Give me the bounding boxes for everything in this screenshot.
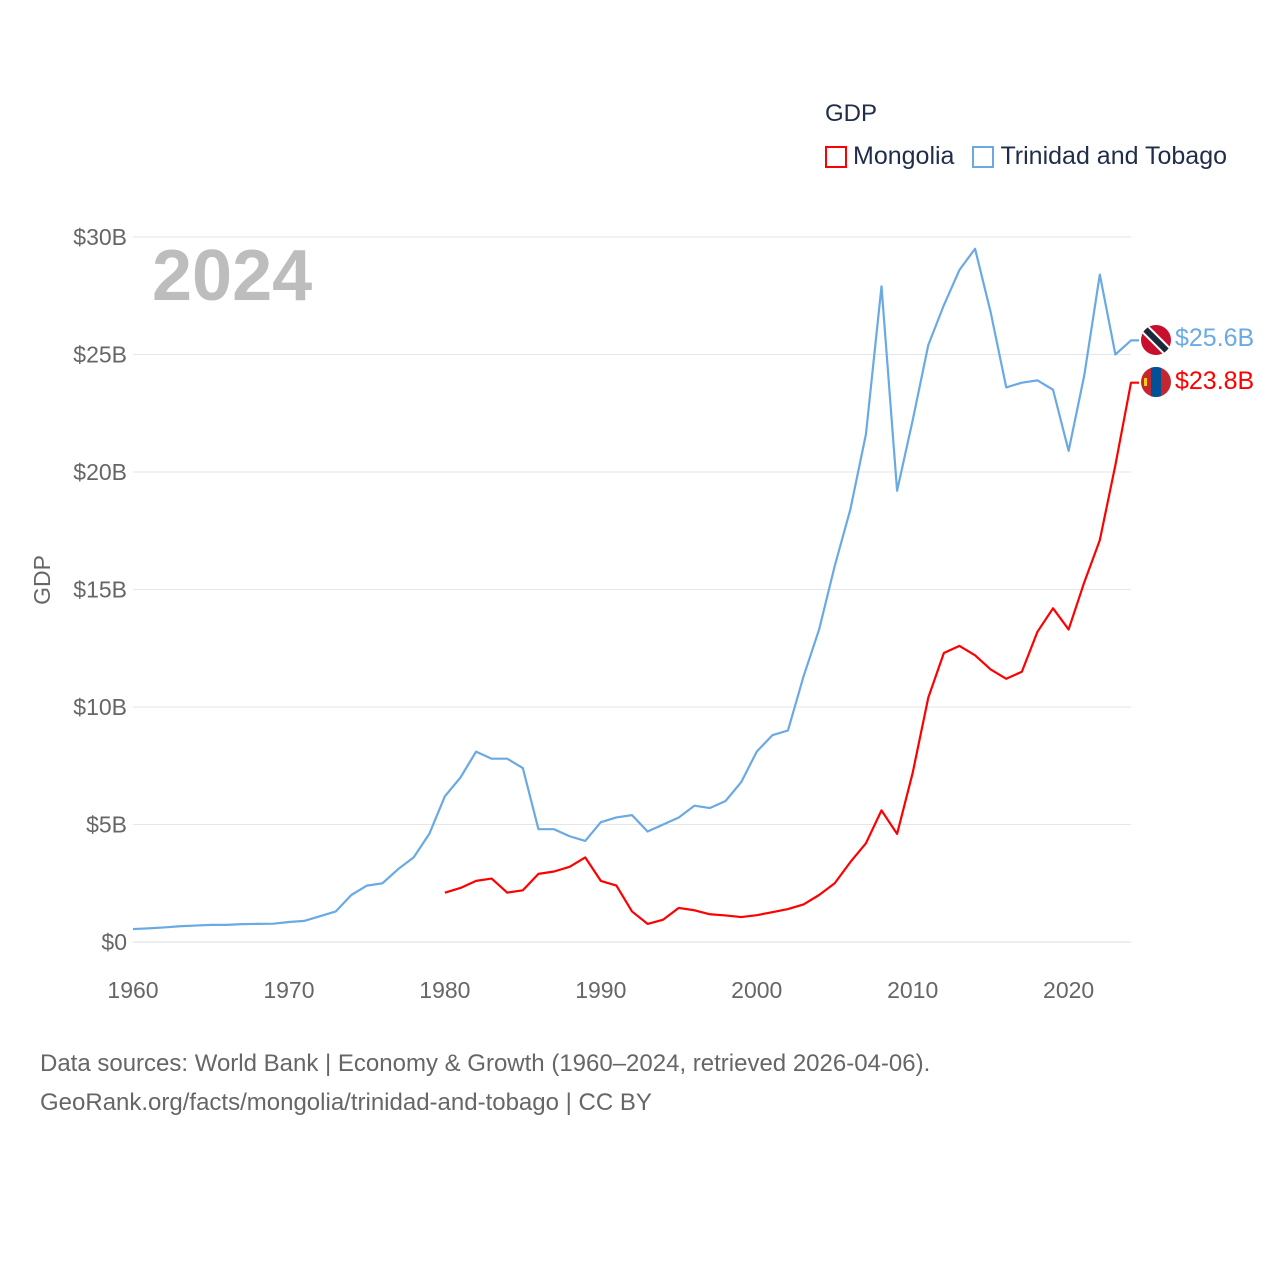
y-tick-label: $15B (73, 577, 127, 603)
legend-item-trinidad[interactable]: Trinidad and Tobago (972, 142, 1227, 171)
source-note: Data sources: World Bank | Economy & Gro… (40, 1044, 930, 1122)
x-tick-label: 1970 (263, 977, 314, 1003)
y-tick-label: $0 (101, 929, 127, 955)
legend-swatch-trinidad (972, 145, 995, 168)
source-line-2[interactable]: GeoRank.org/facts/mongolia/trinidad-and-… (40, 1089, 652, 1116)
legend: Mongolia Trinidad and Tobago (825, 142, 1227, 171)
year-watermark: 2024 (152, 236, 312, 316)
series-line-mongolia (444, 381, 1139, 926)
y-tick-label: $25B (73, 342, 127, 368)
legend-item-mongolia[interactable]: Mongolia (825, 142, 954, 171)
y-tick-label: $20B (73, 459, 127, 485)
series-line-trinidad (132, 247, 1139, 931)
y-axis-label: GDP (29, 555, 55, 605)
source-line-1: Data sources: World Bank | Economy & Gro… (40, 1050, 931, 1077)
flag-trinidad-icon (1141, 325, 1171, 355)
x-tick-label: 2020 (1043, 977, 1094, 1003)
legend-label-mongolia: Mongolia (853, 142, 955, 170)
x-tick-label: 1990 (575, 977, 626, 1003)
legend-title: GDP (825, 100, 878, 127)
x-tick-label: 2010 (887, 977, 938, 1003)
flag-mongolia-icon (1141, 367, 1171, 397)
y-tick-label: $5B (86, 812, 127, 838)
end-label-mongolia: $23.8B (1175, 367, 1254, 395)
legend-swatch-mongolia (825, 145, 847, 168)
x-tick-label: 2000 (731, 977, 782, 1003)
end-label-trinidad: $25.6B (1175, 324, 1254, 352)
y-tick-label: $30B (73, 224, 127, 250)
x-tick-label: 1980 (419, 977, 470, 1003)
y-tick-label: $10B (73, 694, 127, 720)
x-tick-label: 1960 (107, 977, 158, 1003)
legend-label-trinidad: Trinidad and Tobago (1000, 142, 1228, 170)
